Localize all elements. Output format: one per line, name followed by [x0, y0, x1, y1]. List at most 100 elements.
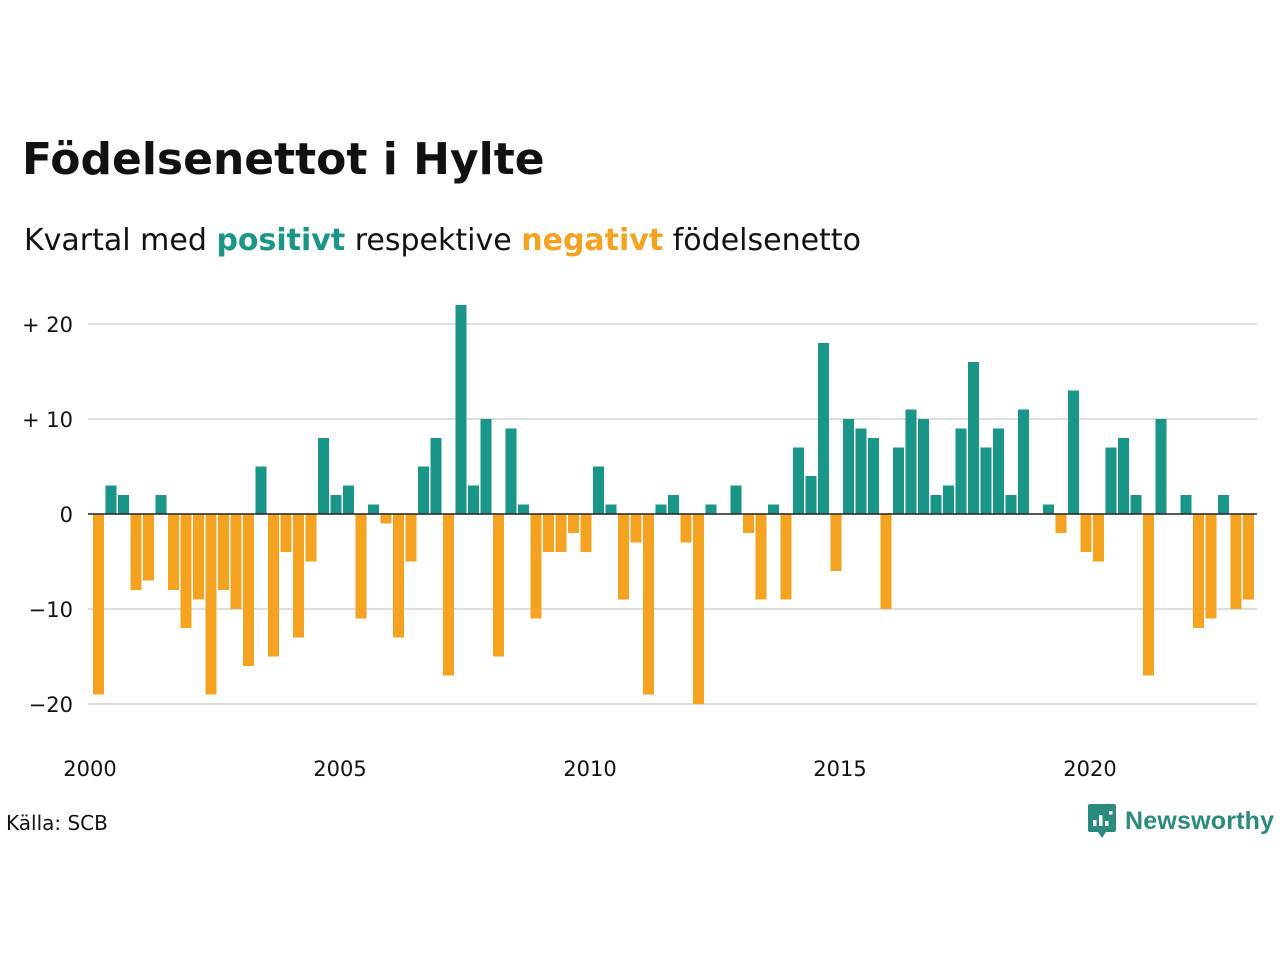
- bar: [393, 514, 404, 638]
- bar: [1180, 495, 1192, 514]
- bar: [455, 305, 467, 514]
- bar: [355, 514, 367, 619]
- bar: [480, 419, 492, 514]
- bar: [930, 495, 942, 514]
- bar: [730, 485, 742, 514]
- bar: [680, 514, 692, 543]
- bar: [655, 504, 667, 514]
- x-tick-label: 2010: [563, 757, 616, 781]
- y-tick-label: −20: [29, 693, 73, 717]
- newsworthy-logo-icon: [1088, 804, 1116, 838]
- brand-logo: Newsworthy: [1087, 803, 1274, 839]
- bar: [968, 362, 979, 514]
- bar: [1130, 495, 1142, 514]
- y-tick-label: + 10: [22, 408, 73, 432]
- bar: [955, 428, 967, 514]
- gridlines: [88, 323, 1257, 705]
- y-tick-label: + 20: [22, 313, 73, 337]
- bar: [743, 514, 754, 533]
- subtitle-suffix: födelsenetto: [672, 223, 861, 258]
- bar: [443, 514, 454, 676]
- bar: [93, 514, 104, 695]
- bar: [1155, 419, 1167, 514]
- bar: [1043, 504, 1054, 514]
- bar: [855, 428, 867, 514]
- bar: [543, 514, 554, 552]
- bar: [405, 514, 417, 562]
- bar: [130, 514, 142, 590]
- bar: [880, 514, 892, 609]
- bar: [505, 428, 517, 514]
- bar: [418, 466, 429, 514]
- bar: [255, 466, 267, 514]
- bar: [643, 514, 654, 695]
- bar: [980, 447, 992, 514]
- bar: [230, 514, 242, 609]
- bar: [805, 476, 817, 514]
- bar: [468, 485, 479, 514]
- subtitle-negative-word: negativt: [521, 223, 664, 258]
- bar: [318, 438, 329, 514]
- bar: [1143, 514, 1154, 676]
- bar: [580, 514, 592, 552]
- bar: [330, 495, 342, 514]
- x-tick-label: 2000: [63, 757, 116, 781]
- bar: [143, 514, 154, 581]
- bar: [1080, 514, 1092, 552]
- bar: [280, 514, 292, 552]
- bar: [368, 504, 379, 514]
- bar: [843, 419, 854, 514]
- bar: [1093, 514, 1104, 562]
- bar: [868, 438, 879, 514]
- bar: [618, 514, 629, 600]
- bar: [668, 495, 679, 514]
- bar: [180, 514, 192, 628]
- bar: [168, 514, 179, 590]
- bar: [818, 343, 829, 514]
- bar: [780, 514, 792, 600]
- bar: [518, 504, 529, 514]
- bar: [343, 485, 354, 514]
- bar: [268, 514, 279, 657]
- bar: [155, 495, 167, 514]
- bar: [943, 485, 954, 514]
- bar: [1230, 514, 1242, 609]
- bar: [1193, 514, 1204, 628]
- bar: [105, 485, 117, 514]
- chart-title: Födelsenettot i Hylte: [22, 134, 545, 185]
- bar: [905, 409, 917, 514]
- y-tick-label: −10: [29, 598, 73, 622]
- bar: [493, 514, 504, 657]
- bar: [293, 514, 304, 638]
- bar: [193, 514, 204, 600]
- bar: [993, 428, 1004, 514]
- bar: [1005, 495, 1017, 514]
- bar: [918, 419, 929, 514]
- bar: [793, 447, 804, 514]
- x-axis-labels: 2000 2005 2010 2015 2020: [63, 757, 1116, 781]
- bar: [305, 514, 317, 562]
- bar: [705, 504, 717, 514]
- bar: [693, 514, 704, 704]
- bar: [430, 438, 442, 514]
- bar: [380, 514, 392, 524]
- bar: [1055, 514, 1067, 533]
- subtitle-middle: respektive: [354, 223, 512, 258]
- x-tick-label: 2020: [1063, 757, 1116, 781]
- bar: [830, 514, 842, 571]
- bar: [755, 514, 767, 600]
- subtitle-prefix: Kvartal med: [24, 223, 207, 258]
- bar: [605, 504, 617, 514]
- brand-name: Newsworthy: [1125, 806, 1275, 835]
- bar: [1105, 447, 1117, 514]
- bar: [893, 447, 904, 514]
- bar: [1018, 409, 1029, 514]
- y-tick-label: 0: [60, 503, 73, 527]
- bar: [1068, 390, 1079, 514]
- bars: [93, 305, 1254, 704]
- bar: [1205, 514, 1217, 619]
- subtitle-positive-word: positivt: [216, 223, 346, 258]
- source-note: Källa: SCB: [6, 811, 108, 835]
- bar: [218, 514, 229, 590]
